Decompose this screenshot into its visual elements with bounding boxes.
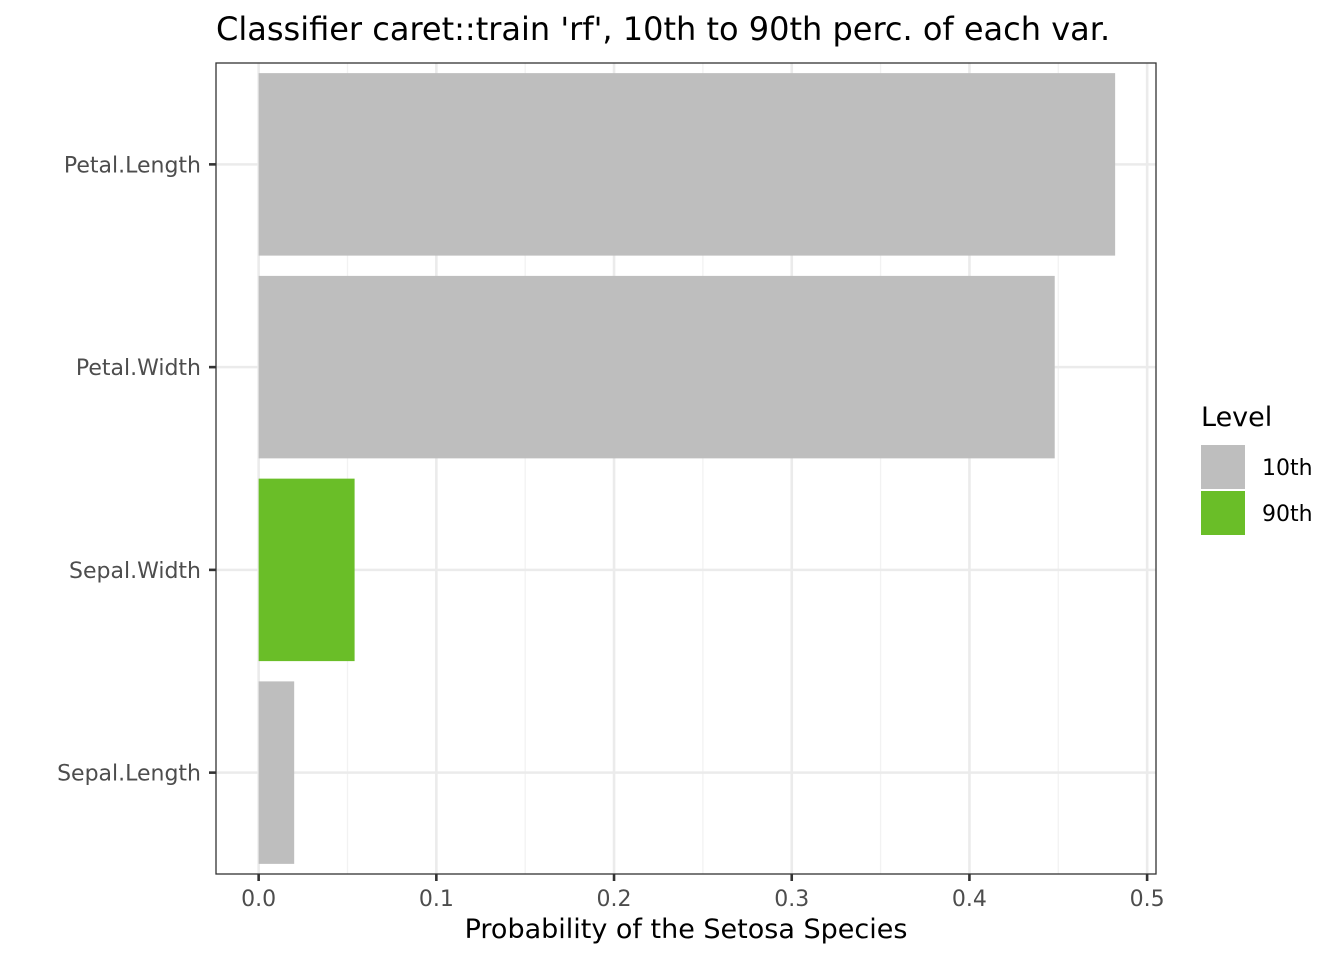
chart-title: Classifier caret::train 'rf', 10th to 90… bbox=[216, 10, 1110, 48]
x-axis-title: Probability of the Setosa Species bbox=[465, 914, 908, 945]
legend-label-10th: 10th bbox=[1262, 456, 1313, 481]
x-tick-label: 0.3 bbox=[774, 887, 809, 912]
x-axis: 0.0 0.1 0.2 0.3 0.4 0.5 bbox=[241, 874, 1165, 912]
x-tick-label: 0.5 bbox=[1130, 887, 1165, 912]
bar-petal-width bbox=[258, 275, 1055, 459]
y-axis: Petal.Length Petal.Width Sepal.Width Sepal.… bbox=[57, 153, 216, 787]
y-tick-label: Sepal.Length bbox=[57, 762, 201, 787]
x-tick-label: 0.4 bbox=[952, 887, 987, 912]
y-tick-label: Petal.Length bbox=[64, 153, 201, 178]
bar-sepal-width bbox=[258, 478, 355, 662]
legend-title: Level bbox=[1201, 402, 1272, 433]
y-tick-label: Sepal.Width bbox=[69, 559, 201, 584]
legend: Level 10th 90th bbox=[1201, 402, 1313, 535]
legend-key-10th bbox=[1201, 445, 1245, 489]
legend-label-90th: 90th bbox=[1262, 502, 1313, 527]
x-tick-label: 0.0 bbox=[241, 887, 276, 912]
y-tick-label: Petal.Width bbox=[76, 356, 201, 381]
x-tick-label: 0.2 bbox=[597, 887, 632, 912]
bar-sepal-length bbox=[258, 681, 295, 864]
plot-panel bbox=[215, 62, 1157, 875]
legend-key-90th bbox=[1201, 491, 1245, 535]
x-tick-label: 0.1 bbox=[419, 887, 454, 912]
bars bbox=[258, 73, 1116, 864]
bar-petal-length bbox=[258, 73, 1116, 256]
